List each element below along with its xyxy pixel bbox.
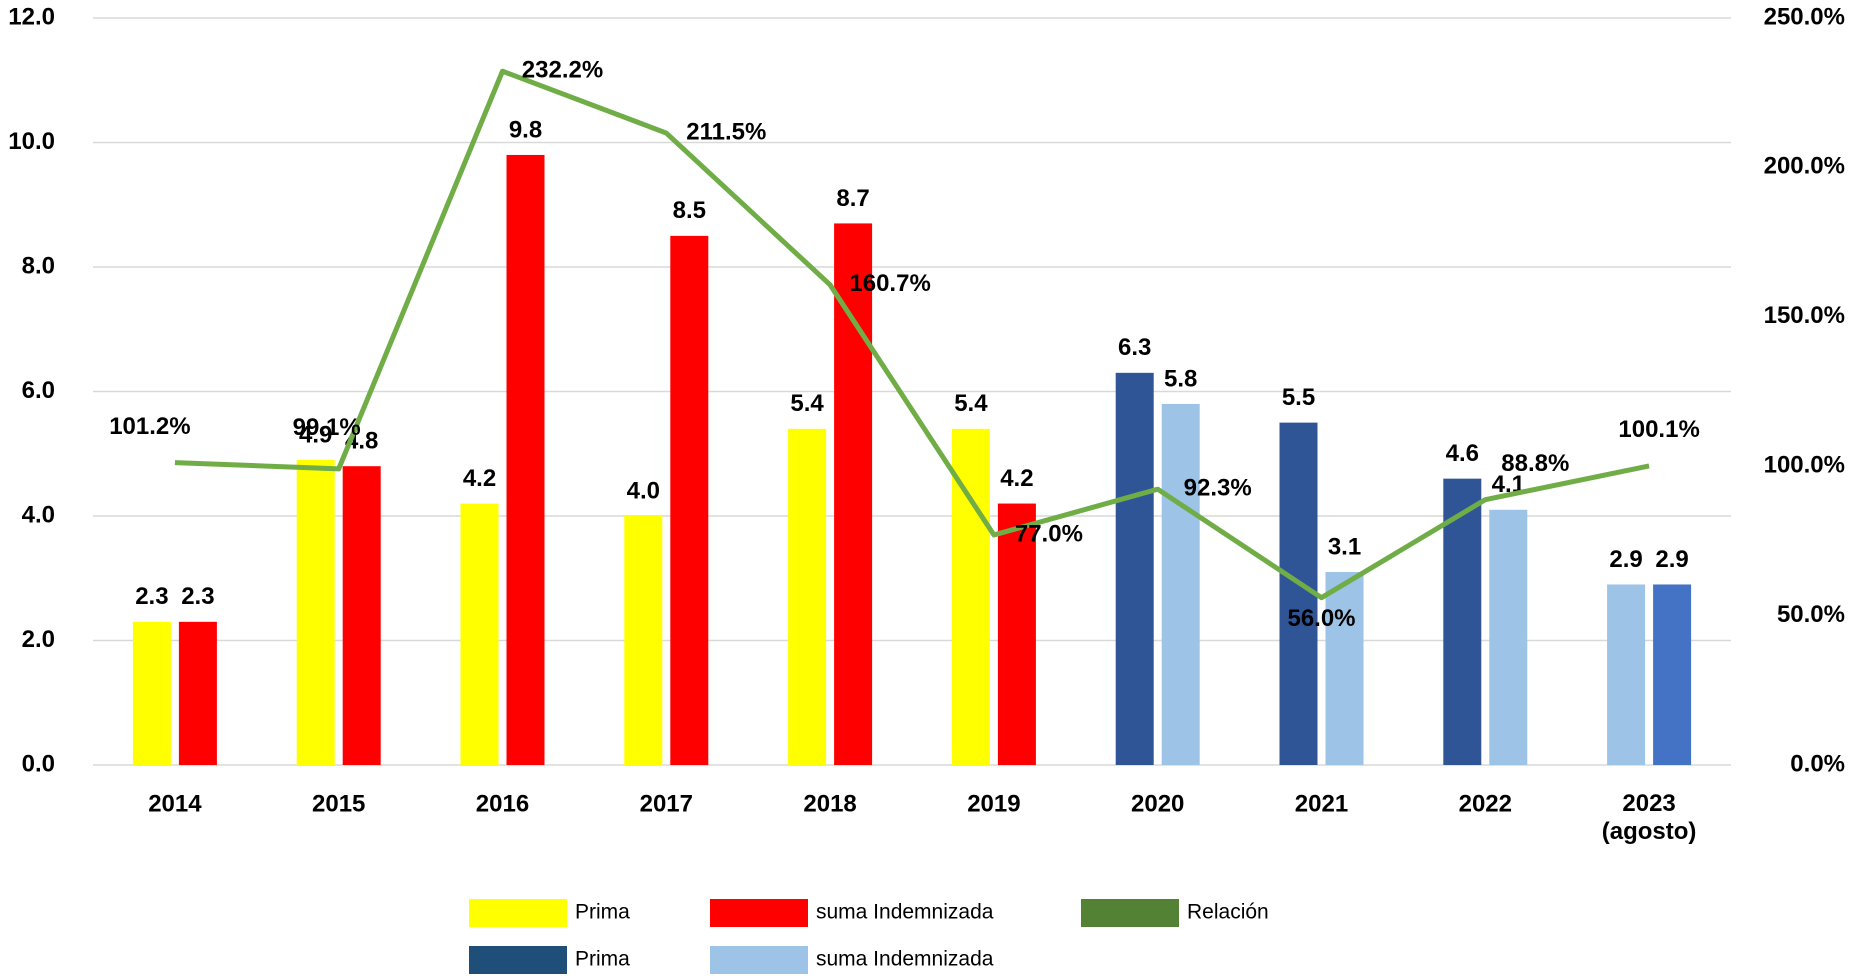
line <box>174 68 1650 601</box>
line-value-label: 232.2% <box>522 57 603 84</box>
y2-tick-label: 200.0% <box>1764 153 1845 180</box>
y2-tick-label: 250.0% <box>1764 3 1845 30</box>
y2-tick-label: 0.0% <box>1790 750 1845 777</box>
legend-label: Prima <box>575 901 630 924</box>
y-tick-label: 12.0 <box>8 3 55 30</box>
y2-tick-label: 100.0% <box>1764 452 1845 479</box>
x-tick-label: 2020 <box>1131 790 1184 817</box>
x-tick-label: 2016 <box>476 790 529 817</box>
legend-swatch <box>469 946 567 974</box>
bar <box>788 428 827 765</box>
x-tick-label: 2014 <box>148 790 202 817</box>
x-tick-label: 2022 <box>1459 790 1512 817</box>
x-tick-label: 2019 <box>967 790 1020 817</box>
bar <box>997 503 1036 765</box>
bar <box>178 621 217 765</box>
bar <box>1489 509 1528 765</box>
line-value-label: 101.2% <box>109 413 190 440</box>
x-tick-label: 2018 <box>803 790 856 817</box>
bar-value-label: 8.5 <box>673 197 706 224</box>
bar-value-label: 5.4 <box>954 390 988 417</box>
legend-swatch <box>710 946 808 974</box>
bar <box>1607 584 1646 765</box>
bar <box>624 516 663 765</box>
bar-value-label: 8.7 <box>836 185 869 212</box>
bar-value-label: 2.3 <box>135 583 168 610</box>
bar <box>834 223 873 766</box>
x-tick-label: 2017 <box>640 790 693 817</box>
y-tick-label: 8.0 <box>22 252 55 279</box>
bar-value-label: 9.8 <box>509 116 542 143</box>
bar <box>1161 403 1200 765</box>
line-value-label: 92.3% <box>1184 475 1252 502</box>
bar-value-label: 4.2 <box>1000 465 1033 492</box>
bar-value-label: 5.4 <box>790 390 824 417</box>
line-value-label: 100.1% <box>1618 416 1699 443</box>
bar <box>342 466 381 765</box>
bar <box>506 154 545 765</box>
bar <box>1325 572 1364 765</box>
legend-label: Relación <box>1187 901 1269 924</box>
line-value-label: 160.7% <box>849 270 930 297</box>
legend-swatch <box>710 899 808 927</box>
y2-tick-label: 50.0% <box>1777 601 1845 628</box>
bar <box>1443 478 1482 765</box>
bar-value-label: 3.1 <box>1328 533 1361 560</box>
y-tick-label: 4.0 <box>22 501 55 528</box>
bar <box>296 459 335 765</box>
legend-label: Prima <box>575 948 630 971</box>
x-tick-label: 2021 <box>1295 790 1348 817</box>
legend-label: suma Indemnizada <box>816 948 994 971</box>
legend-swatch <box>469 899 567 927</box>
bar-value-label: 5.5 <box>1282 384 1315 411</box>
bar <box>1115 372 1154 765</box>
bar <box>132 621 171 765</box>
line-value-label: 99.1% <box>293 414 361 441</box>
bar-value-label: 4.2 <box>463 465 496 492</box>
bar-value-label: 4.6 <box>1446 440 1479 467</box>
bar <box>670 235 709 765</box>
bar-value-label: 5.8 <box>1164 365 1197 392</box>
bar-value-label: 4.9 <box>299 421 332 448</box>
legend-swatch <box>1081 899 1179 927</box>
y-tick-label: 0.0 <box>22 750 55 777</box>
bar-value-label: 2.9 <box>1655 546 1688 573</box>
bar <box>460 503 499 765</box>
bar <box>1653 584 1692 765</box>
line-value-label: 88.8% <box>1501 450 1569 477</box>
x-tick-label: 2023 (agosto) <box>1602 790 1697 845</box>
x-tick-label: 2015 <box>312 790 365 817</box>
y2-tick-label: 150.0% <box>1764 302 1845 329</box>
legend-label: suma Indemnizada <box>816 901 994 924</box>
y-tick-label: 6.0 <box>22 377 55 404</box>
bar-value-label: 2.3 <box>181 583 214 610</box>
bar-value-label: 6.3 <box>1118 334 1151 361</box>
line-value-label: 56.0% <box>1287 605 1355 632</box>
line-value-label: 211.5% <box>686 118 766 145</box>
y-tick-label: 2.0 <box>22 626 55 653</box>
line-value-label: 77.0% <box>1015 520 1083 547</box>
y-tick-label: 10.0 <box>8 128 55 155</box>
bar-value-label: 4.0 <box>627 477 660 504</box>
bar-value-label: 2.9 <box>1609 546 1642 573</box>
